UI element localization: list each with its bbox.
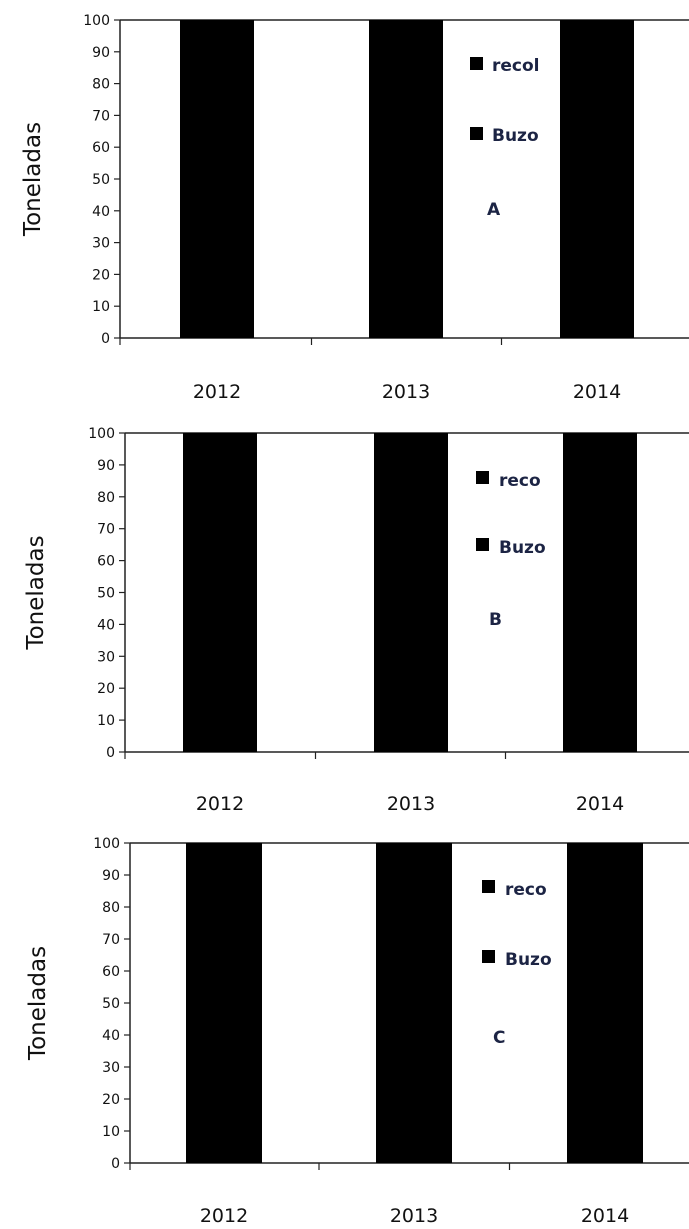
y-tick-label: 100: [93, 836, 120, 852]
y-tick-label: 80: [102, 900, 120, 916]
x-tick-label: 2014: [581, 1205, 629, 1227]
y-tick-label: 60: [97, 554, 115, 570]
y-tick-label: 100: [83, 13, 110, 29]
panel-label: C: [493, 1028, 505, 1048]
legend-swatch: [470, 127, 483, 140]
legend: recol Buzo: [470, 56, 540, 146]
legend-entry: reco: [505, 880, 547, 900]
legend: reco Buzo: [482, 880, 552, 970]
y-tick-label: 60: [92, 140, 110, 156]
y-tick-label: 90: [102, 868, 120, 884]
y-tick-label: 10: [92, 299, 110, 315]
bar-2013: [374, 433, 448, 752]
y-tick-label: 80: [92, 77, 110, 93]
x-tick-label: 2013: [382, 381, 430, 403]
y-tick-label: 40: [102, 1028, 120, 1044]
legend-entry: Buzo: [492, 126, 539, 146]
bar-2014: [567, 843, 643, 1163]
y-tick-label: 30: [102, 1060, 120, 1076]
y-tick-label: 60: [102, 964, 120, 980]
y-tick-label: 10: [97, 713, 115, 729]
y-tick-label: 0: [111, 1156, 120, 1172]
x-tick-label: 2012: [200, 1205, 248, 1227]
y-tick-label: 40: [97, 617, 115, 633]
x-tick-label: 2014: [573, 381, 621, 403]
y-axis-title: Toneladas: [20, 122, 46, 237]
y-tick-label: 10: [102, 1124, 120, 1140]
legend-swatch: [470, 57, 483, 70]
legend-entry: recol: [492, 56, 540, 76]
y-tick-label: 0: [101, 331, 110, 347]
bar-2014: [563, 433, 637, 752]
y-tick-label: 30: [97, 649, 115, 665]
panel-label: B: [489, 610, 502, 630]
legend-entry: reco: [499, 471, 541, 491]
y-tick-label: 50: [97, 586, 115, 602]
y-tick-label: 0: [106, 745, 115, 761]
bar-2013: [369, 20, 443, 338]
legend-entry: Buzo: [505, 950, 552, 970]
y-tick-label: 90: [97, 458, 115, 474]
y-tick-label: 70: [92, 108, 110, 124]
y-axis-title: Toneladas: [25, 946, 51, 1061]
x-tick-label: 2012: [196, 793, 244, 815]
y-tick-label: 20: [102, 1092, 120, 1108]
chart-panel-b: reco Buzo 0 10 20 30 40 50 60 70 80 90 100 Toneladas 2…: [23, 426, 689, 815]
x-tick-label: 2012: [193, 381, 241, 403]
y-tick-label: 70: [97, 522, 115, 538]
y-tick-label: 30: [92, 236, 110, 252]
y-tick-label: 80: [97, 490, 115, 506]
bar-2012: [183, 433, 257, 752]
x-tick-label: 2014: [576, 793, 624, 815]
bar-2012: [180, 20, 254, 338]
legend-swatch: [482, 880, 495, 893]
panel-label: A: [487, 200, 501, 220]
legend-entry: Buzo: [499, 538, 546, 558]
legend-swatch: [476, 538, 489, 551]
chart-panel-a: recol Buzo 0 10 20 30 40 50 60 70 80 90 100 Toneladas…: [20, 13, 689, 403]
y-axis-title: Toneladas: [23, 535, 49, 650]
y-tick-label: 50: [102, 996, 120, 1012]
y-tick-label: 90: [92, 45, 110, 61]
bar-2014: [560, 20, 634, 338]
y-tick-label: 70: [102, 932, 120, 948]
y-tick-label: 20: [92, 267, 110, 283]
y-tick-label: 20: [97, 681, 115, 697]
legend: reco Buzo: [476, 471, 546, 558]
y-tick-label: 40: [92, 204, 110, 220]
bar-2012: [186, 843, 262, 1163]
x-tick-label: 2013: [390, 1205, 438, 1227]
legend-swatch: [476, 471, 489, 484]
y-tick-label: 100: [88, 426, 115, 442]
chart-panel-c: reco Buzo 0 10 20 30 40 50 60 70 80 90 100 Toneladas 2…: [25, 836, 689, 1227]
legend-swatch: [482, 950, 495, 963]
y-tick-label: 50: [92, 172, 110, 188]
x-tick-label: 2013: [387, 793, 435, 815]
bar-2013: [376, 843, 452, 1163]
